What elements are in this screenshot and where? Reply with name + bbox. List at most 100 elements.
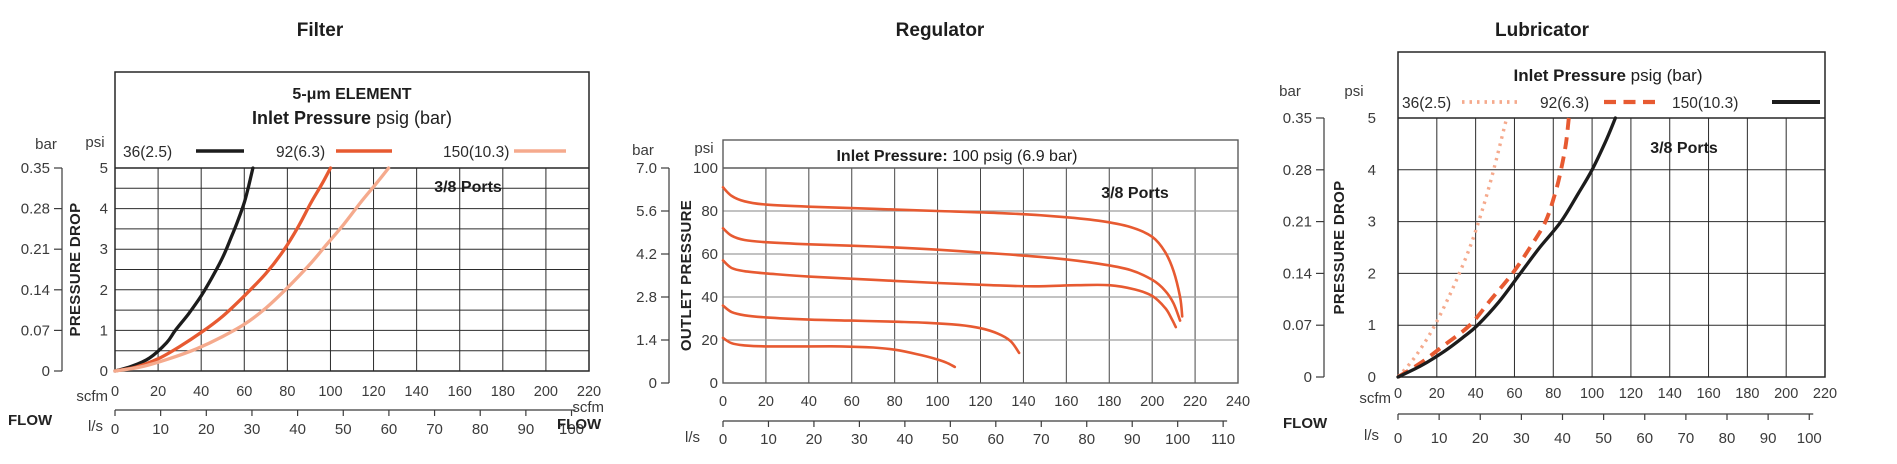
- scfm-unit-label: scfm: [572, 399, 604, 416]
- scfm-tick-label: 100: [1580, 386, 1604, 402]
- ls-tick-label: 10: [152, 421, 169, 438]
- scfm-tick-label: 200: [534, 384, 558, 400]
- y-axis: bar psi 0.35 5 0.28 4 0.21 3 0.14 2 0.07 1 0 0 PRESSUR…: [1279, 83, 1376, 386]
- ls-tick-label: 90: [1124, 431, 1141, 448]
- scfm-unit-label: scfm: [1359, 390, 1391, 407]
- scfm-tick-label: 80: [887, 394, 903, 410]
- legend-item: 36(2.5): [123, 144, 244, 161]
- scfm-tick-label: 160: [1696, 386, 1720, 402]
- legend-item: 150(10.3): [1672, 95, 1820, 112]
- ls-tick-label: 20: [198, 421, 215, 438]
- bar-tick-label: 0: [649, 375, 657, 392]
- regulator-chart: Regulator Inlet Pressure: 100 psig (6.9 b…: [557, 20, 1250, 448]
- bar-tick-label: 0.21: [21, 241, 50, 258]
- chart-title: Regulator: [896, 20, 985, 41]
- ports-label: 3/8 Ports: [1101, 185, 1169, 202]
- filter-chart: Filter 5-μm ELEMENT Inlet Pressure psig (b…: [8, 20, 601, 438]
- scfm-tick-label: 80: [279, 384, 295, 400]
- ls-tick-label: 50: [1595, 430, 1612, 447]
- scfm-tick-label: 40: [1468, 386, 1484, 402]
- chart-header-line: Inlet Pressure psig (bar): [252, 108, 452, 128]
- ls-unit-label: l/s: [88, 418, 103, 435]
- bar-tick-label: 0.35: [1283, 110, 1312, 127]
- curve-3: [1396, 116, 1618, 379]
- psi-tick-label: 3: [1368, 214, 1376, 231]
- ls-tick-label: 0: [111, 421, 119, 438]
- scfm-tick-label: 200: [1774, 386, 1798, 402]
- scfm-tick-label: 240: [1226, 394, 1250, 410]
- psi-unit-label: psi: [1344, 83, 1363, 100]
- curves: [1396, 116, 1618, 379]
- bar-tick-label: 4.2: [636, 246, 657, 263]
- bar-tick-label: 0.07: [21, 322, 50, 339]
- psi-tick-label: 100: [693, 160, 718, 177]
- psi-tick-label: 0: [100, 363, 108, 380]
- ls-tick-label: 90: [1760, 430, 1777, 447]
- ls-tick-label: 80: [1078, 431, 1095, 448]
- scfm-tick-label: 0: [111, 384, 119, 400]
- scfm-tick-label: 160: [1054, 394, 1078, 410]
- legend-label: 36(2.5): [123, 144, 172, 161]
- plot-grid: [723, 168, 1238, 383]
- flow-axis-title: FLOW: [8, 412, 53, 429]
- bar-tick-label: 0.35: [21, 160, 50, 177]
- scfm-tick-label: 20: [758, 394, 774, 410]
- bar-tick-label: 0.07: [1283, 317, 1312, 334]
- ls-tick-label: 100: [1165, 431, 1190, 448]
- ls-tick-label: 30: [1513, 430, 1530, 447]
- psi-tick-label: 1: [1368, 317, 1376, 334]
- ls-tick-label: 0: [719, 431, 727, 448]
- legend-label: 92(6.3): [276, 144, 325, 161]
- x-axis: scfm 0 20 40 60 80 100 120 140 160 180 200 220 240 0 10…: [557, 394, 1250, 448]
- plot-grid: [115, 168, 589, 371]
- chart-title: Lubricator: [1495, 20, 1590, 41]
- scfm-tick-label: 120: [361, 384, 385, 400]
- bar-tick-label: 0: [1304, 369, 1312, 386]
- psi-tick-label: 20: [701, 332, 718, 349]
- ls-tick-label: 20: [1472, 430, 1489, 447]
- scfm-tick-label: 180: [1735, 386, 1759, 402]
- psi-tick-label: 4: [100, 201, 108, 218]
- ls-tick-label: 60: [1636, 430, 1653, 447]
- ls-tick-label: 70: [1033, 431, 1050, 448]
- legend-item: 92(6.3): [1540, 95, 1662, 112]
- curve-3: [721, 259, 1178, 329]
- legend-item: 92(6.3): [276, 144, 392, 161]
- psi-unit-label: psi: [694, 140, 713, 157]
- legend-item: 150(10.3): [443, 144, 566, 161]
- scfm-tick-label: 100: [925, 394, 949, 410]
- y-axis-title: OUTLET PRESSURE: [678, 200, 695, 351]
- ls-tick-label: 40: [1554, 430, 1571, 447]
- y-axis: bar psi 7.0 100 5.6 80 4.2 60 2.8 40 1.4 20 0 0 OUTLET…: [632, 140, 718, 392]
- psi-tick-label: 2: [100, 282, 108, 299]
- scfm-tick-label: 140: [405, 384, 429, 400]
- plot-border: [1397, 51, 1826, 378]
- y-axis: bar psi 0.35 5 0.28 4 0.21 3 0.14 2 0.07 1 0 0 PRESSUR…: [21, 134, 108, 380]
- bar-tick-label: 0.21: [1283, 214, 1312, 231]
- ls-tick-label: 60: [381, 421, 398, 438]
- scfm-tick-label: 140: [1011, 394, 1035, 410]
- scfm-tick-label: 40: [801, 394, 817, 410]
- ls-unit-label: l/s: [685, 429, 700, 446]
- ls-tick-label: 80: [1719, 430, 1736, 447]
- psi-tick-label: 0: [1368, 369, 1376, 386]
- scfm-tick-label: 0: [1394, 386, 1402, 402]
- chart-title: Filter: [297, 20, 344, 41]
- scfm-tick-label: 120: [1619, 386, 1643, 402]
- curve-1: [721, 186, 1184, 318]
- chart-header-line: Inlet Pressure: 100 psig (6.9 bar): [836, 148, 1077, 165]
- bar-tick-label: 0.14: [21, 282, 50, 299]
- ls-tick-label: 10: [760, 431, 777, 448]
- scfm-tick-label: 120: [968, 394, 992, 410]
- curve-1: [113, 166, 255, 373]
- bar-tick-label: 0.14: [1283, 265, 1312, 282]
- legend-label: 92(6.3): [1540, 95, 1589, 112]
- scfm-tick-label: 100: [318, 384, 342, 400]
- scfm-tick-label: 140: [1658, 386, 1682, 402]
- legend-label: 36(2.5): [1402, 95, 1451, 112]
- y-axis-title: PRESSURE DROP: [67, 203, 84, 337]
- bar-tick-label: 2.8: [636, 289, 657, 306]
- ls-tick-label: 0: [1394, 430, 1402, 447]
